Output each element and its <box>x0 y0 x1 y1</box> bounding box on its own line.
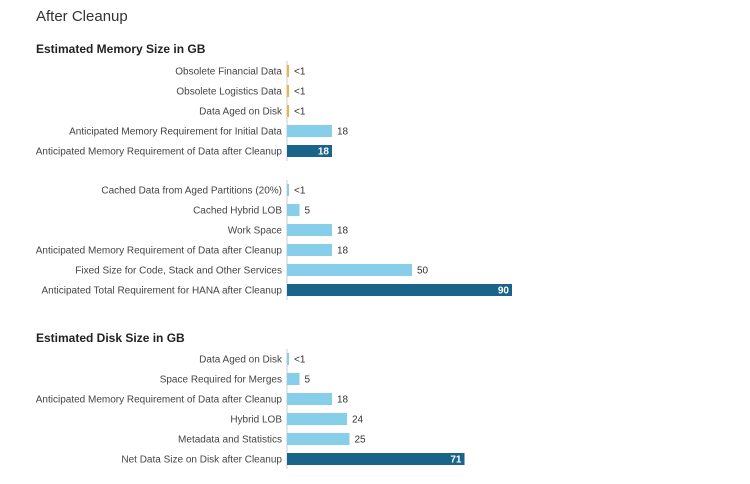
category-label: Anticipated Memory Requirement for Initi… <box>69 127 282 138</box>
bar[interactable] <box>287 433 350 445</box>
data-label: <1 <box>294 67 306 78</box>
category-label: Anticipated Total Requirement for HANA a… <box>41 286 282 297</box>
bar[interactable] <box>287 393 332 405</box>
bar[interactable] <box>287 224 332 236</box>
category-label: Work Space <box>228 226 283 237</box>
bar[interactable] <box>287 264 412 276</box>
bar[interactable] <box>287 373 300 385</box>
category-label: Obsolete Logistics Data <box>176 87 282 98</box>
data-label: 18 <box>337 246 349 257</box>
category-label: Hybrid LOB <box>230 415 282 426</box>
category-label: Space Required for Merges <box>160 375 282 386</box>
bar[interactable] <box>287 353 289 365</box>
data-label: 18 <box>337 395 349 406</box>
bar[interactable] <box>287 204 300 216</box>
category-label: Metadata and Statistics <box>178 435 282 446</box>
data-label: 90 <box>498 286 510 297</box>
data-label: 25 <box>355 435 367 446</box>
data-label: <1 <box>294 107 306 118</box>
category-label: Data Aged on Disk <box>199 355 283 366</box>
bar[interactable] <box>287 65 289 77</box>
data-label: <1 <box>294 186 306 197</box>
category-label: Anticipated Memory Requirement of Data a… <box>36 246 283 257</box>
category-label: Data Aged on Disk <box>199 107 283 118</box>
bar[interactable] <box>287 413 347 425</box>
bar[interactable] <box>287 453 465 465</box>
data-label: 5 <box>305 206 311 217</box>
category-label: Anticipated Memory Requirement of Data a… <box>36 395 283 406</box>
memory-chart-title: Estimated Memory Size in GB <box>36 42 206 56</box>
page-title: After Cleanup <box>36 8 128 25</box>
category-label: Cached Data from Aged Partitions (20%) <box>101 186 282 197</box>
bar[interactable] <box>287 284 512 296</box>
bar[interactable] <box>287 244 332 256</box>
category-label: Fixed Size for Code, Stack and Other Ser… <box>75 266 282 277</box>
data-label: 5 <box>305 375 311 386</box>
data-label: 18 <box>337 127 349 138</box>
bar[interactable] <box>287 85 289 97</box>
disk-chart-title: Estimated Disk Size in GB <box>36 331 185 345</box>
bar[interactable] <box>287 184 289 196</box>
bar[interactable] <box>287 105 289 117</box>
data-label: <1 <box>294 355 306 366</box>
data-label: 18 <box>318 147 330 158</box>
data-label: 18 <box>337 226 349 237</box>
category-label: Obsolete Financial Data <box>175 67 282 78</box>
data-label: 71 <box>450 455 462 466</box>
bar[interactable] <box>287 145 332 157</box>
data-label: 24 <box>352 415 364 426</box>
data-label: <1 <box>294 87 306 98</box>
bar[interactable] <box>287 125 332 137</box>
category-label: Net Data Size on Disk after Cleanup <box>121 455 282 466</box>
category-label: Cached Hybrid LOB <box>193 206 282 217</box>
category-label: Anticipated Memory Requirement of Data a… <box>36 147 283 158</box>
data-label: 50 <box>417 266 429 277</box>
